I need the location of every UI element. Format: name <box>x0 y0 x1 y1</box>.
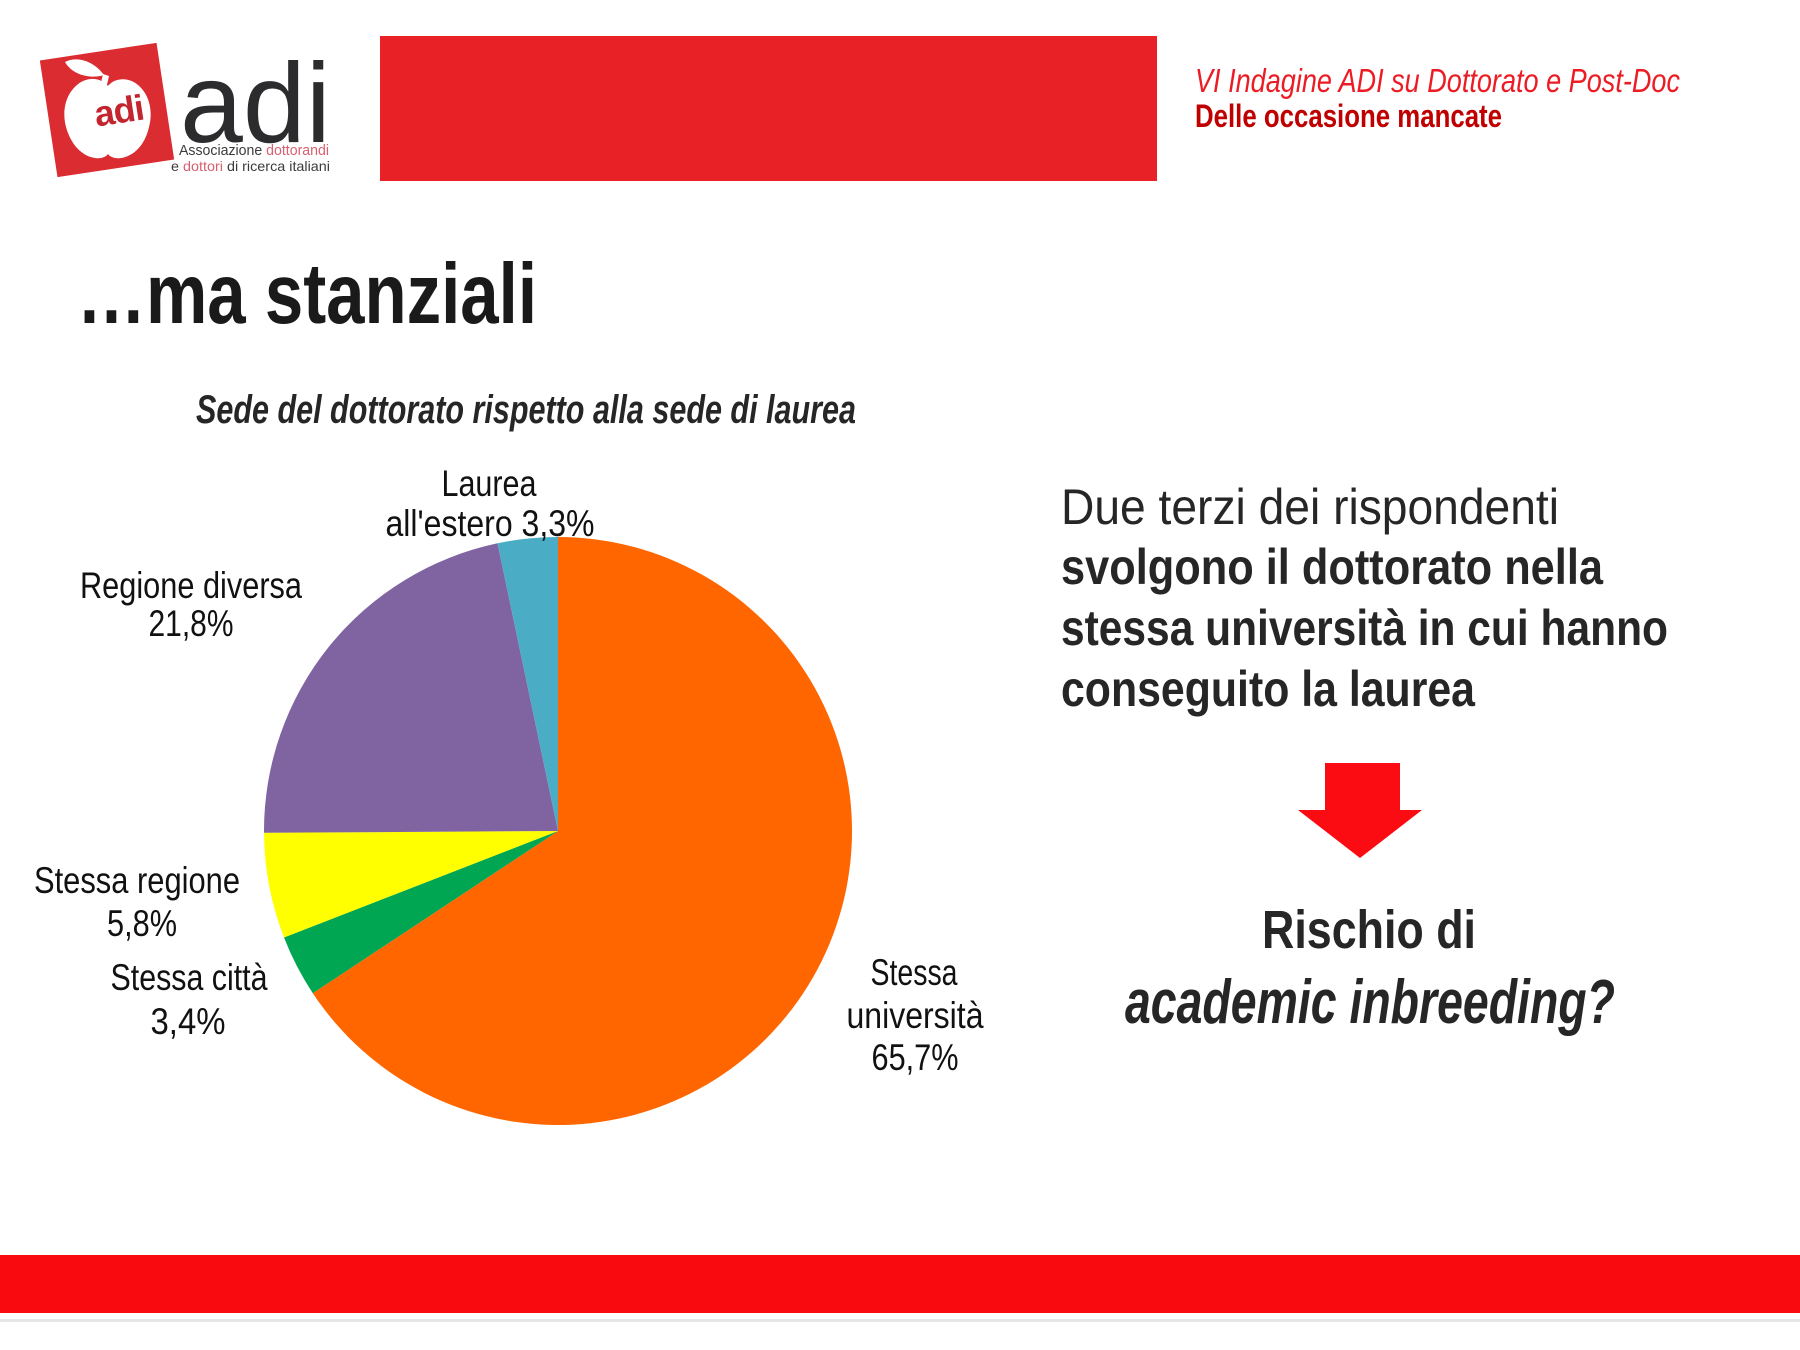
svg-text:academic inbreeding?: academic inbreeding? <box>1125 968 1615 1037</box>
svg-text:Sede del dottorato rispetto al: Sede del dottorato rispetto alla sede di… <box>196 388 856 432</box>
svg-text:Delle occasione mancate: Delle occasione mancate <box>1195 98 1502 134</box>
svg-text:Associazione dottorandi: Associazione dottorandi <box>179 142 329 159</box>
svg-text:Stessa regione: Stessa regione <box>34 860 240 901</box>
svg-text:3,4%: 3,4% <box>151 1001 226 1042</box>
svg-text:Stessa città: Stessa città <box>111 957 268 998</box>
svg-text:Rischio di: Rischio di <box>1262 900 1476 960</box>
svg-text:Regione diversa: Regione diversa <box>80 565 302 606</box>
svg-text:conseguito la laurea: conseguito la laurea <box>1061 661 1476 717</box>
svg-text:…ma stanziali: …ma stanziali <box>77 247 537 342</box>
svg-text:all'estero 3,3%: all'estero 3,3% <box>386 503 595 544</box>
svg-text:Laurea: Laurea <box>442 463 537 504</box>
svg-text:Stessa: Stessa <box>871 952 958 993</box>
svg-text:VI Indagine ADI su Dottorato e: VI Indagine ADI su Dottorato e Post-Doc <box>1195 62 1680 99</box>
svg-text:adi: adi <box>180 40 331 166</box>
svg-text:svolgono il dottorato nella: svolgono il dottorato nella <box>1061 539 1604 595</box>
svg-text:5,8%: 5,8% <box>107 903 177 944</box>
svg-text:e dottori di ricerca italiani: e dottori di ricerca italiani <box>171 158 330 174</box>
svg-text:65,7%: 65,7% <box>872 1037 959 1078</box>
svg-text:università: università <box>847 995 984 1036</box>
svg-text:21,8%: 21,8% <box>149 603 234 644</box>
svg-text:adi: adi <box>91 87 146 135</box>
svg-text:Due terzi dei rispondenti: Due terzi dei rispondenti <box>1061 479 1559 535</box>
svg-text:stessa università in cui hanno: stessa università in cui hanno <box>1061 600 1668 656</box>
